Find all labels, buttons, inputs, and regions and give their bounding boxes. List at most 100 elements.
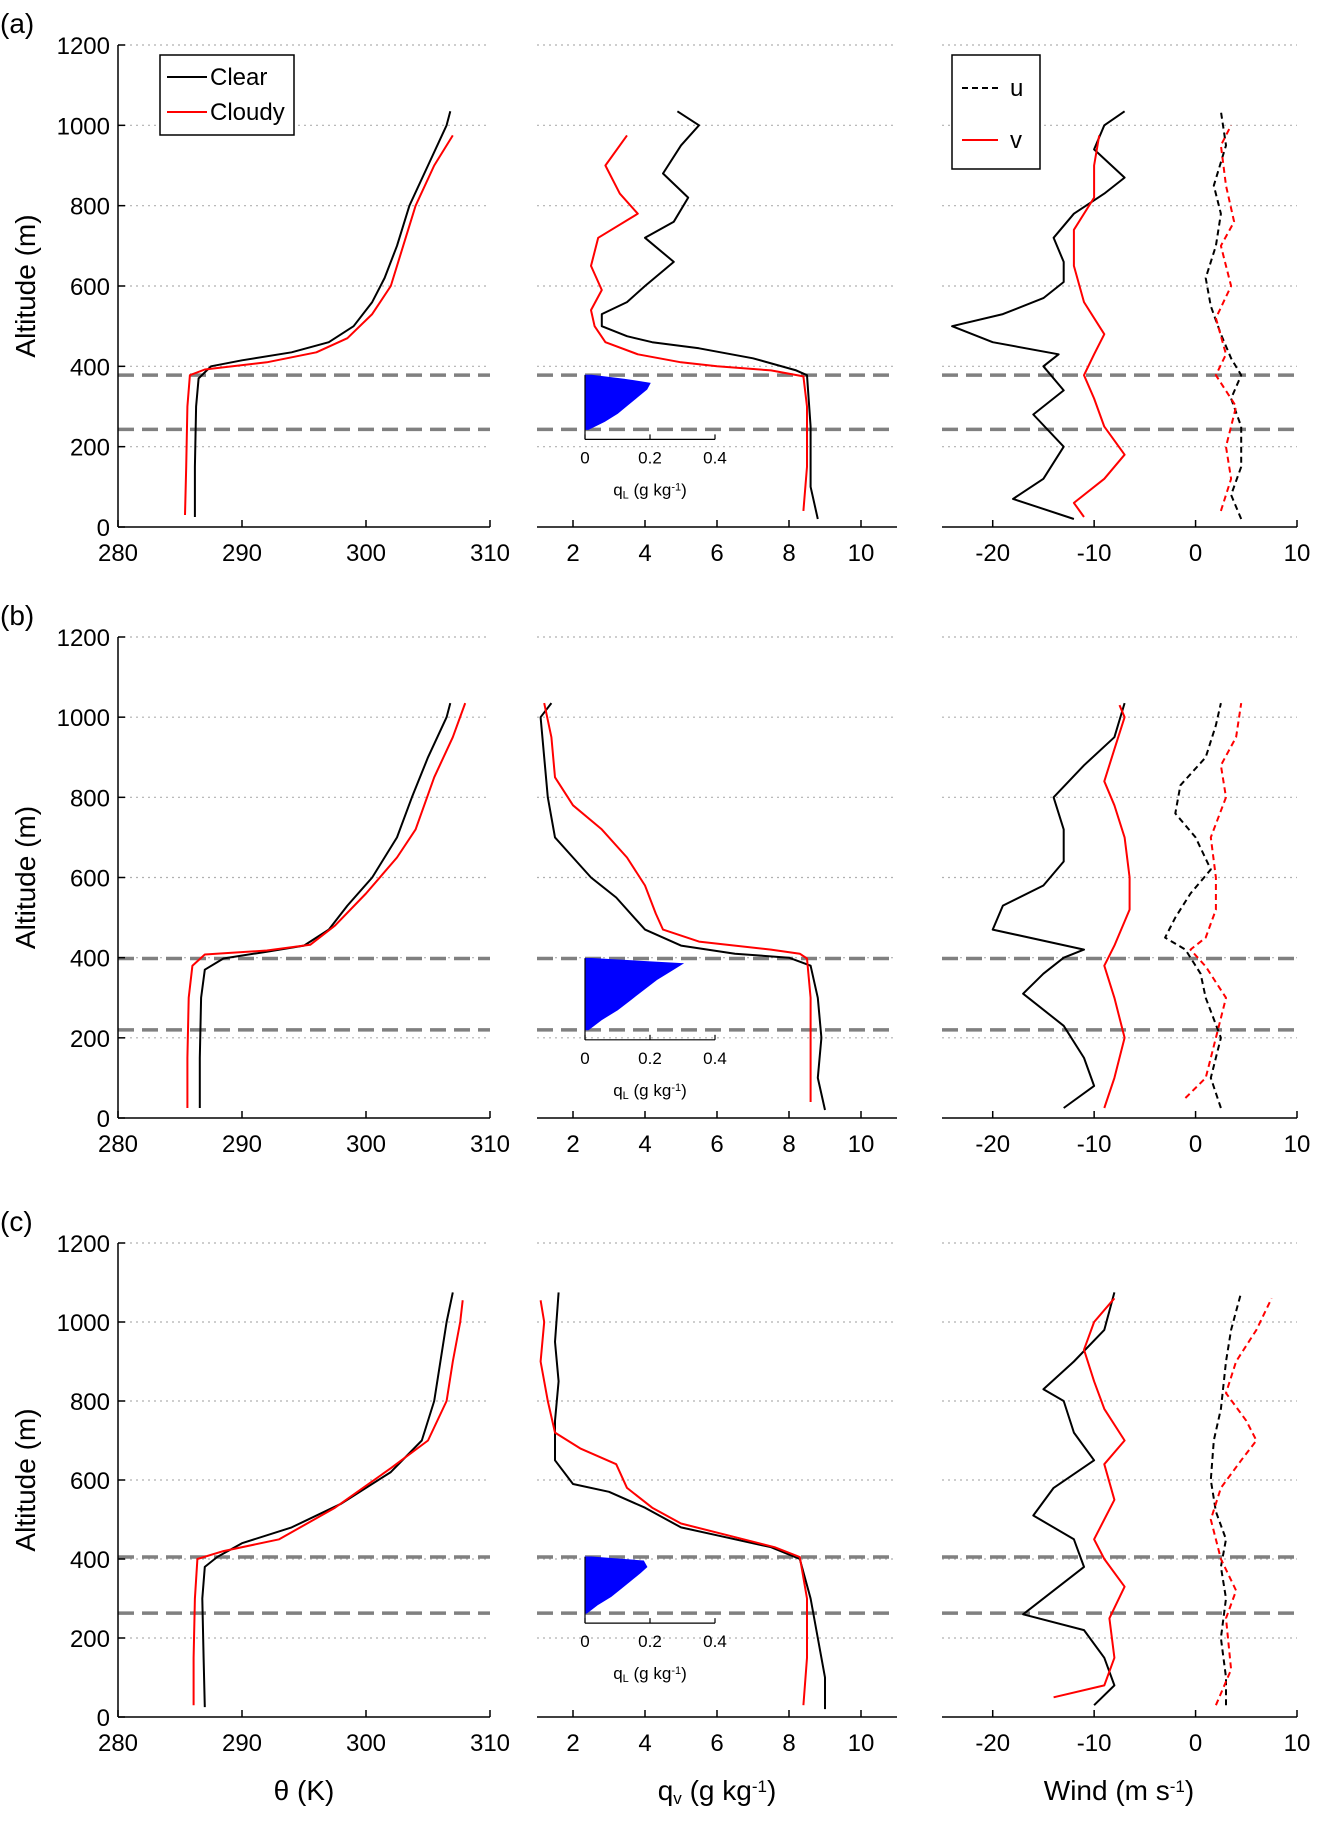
panel-label: (b) [0, 600, 34, 631]
y-tick-label: 0 [97, 515, 110, 542]
series-v-clear [951, 110, 1126, 520]
y-tick-label: 200 [70, 435, 110, 462]
ql-inset: 0 0.2 0.4 qL (g kg-1) [580, 1556, 727, 1685]
x-tick-label: 2 [566, 1131, 579, 1158]
x-tick-label: -10 [1077, 1730, 1112, 1757]
ql-inset: 0 0.2 0.4 qL (g kg-1) [580, 374, 727, 501]
legend-clear-cloudy: Clear Cloudy [159, 54, 295, 136]
y-tick-label: 200 [70, 1026, 110, 1053]
y-tick-label: 800 [70, 1389, 110, 1416]
x-tick-label: 10 [1284, 1730, 1311, 1757]
panel-label: (c) [0, 1206, 33, 1237]
legend-label-cloudy: Cloudy [210, 99, 285, 126]
x-tick-label: -10 [1077, 1131, 1112, 1158]
y-axis-label: Altitude (m) [10, 1408, 41, 1551]
x-axis-label-wind: Wind (m s-1) [1044, 1775, 1194, 1806]
wind-axes: -20 -10 0 10 [942, 44, 1310, 567]
x-axis-label-qv: qv (g kg-1) [658, 1775, 777, 1808]
x-tick-label: 6 [710, 540, 723, 567]
y-tick-label: 1000 [57, 113, 110, 140]
series-cloudy [539, 1300, 808, 1706]
ql-x-tick-label: 0 [580, 1049, 589, 1068]
theta-axes: 0 200 400 600 800 1000 1200 280 290 300 310 [57, 625, 510, 1158]
series-u-clear [1209, 1292, 1243, 1706]
x-tick-label: 300 [346, 540, 386, 567]
series-u-cloudy [1214, 124, 1238, 512]
x-tick-label: 8 [782, 1730, 795, 1757]
x-tick-label: 280 [98, 1730, 138, 1757]
series-cloudy [186, 702, 467, 1108]
x-tick-label: -10 [1077, 540, 1112, 567]
x-tick-label: 2 [566, 540, 579, 567]
y-tick-label: 1000 [57, 705, 110, 732]
ql-x-tick-label: 0.2 [638, 1049, 662, 1068]
qv-axes: 2 4 6 8 10 0 0.2 0.4 qL (g kg-1) [537, 44, 897, 567]
series-clear [193, 111, 452, 517]
legend-label-v: v [1010, 127, 1022, 154]
x-tick-label: 4 [638, 1730, 651, 1757]
ql-x-tick-label: 0 [580, 1632, 589, 1651]
ql-x-tick-label: 0 [580, 448, 589, 467]
x-tick-label: 290 [222, 1730, 262, 1757]
series-u-clear [1164, 702, 1222, 1109]
ql-x-tick-label: 0.4 [703, 1632, 727, 1651]
ql-x-tick-label: 0.4 [703, 1049, 727, 1068]
series-cloudy [543, 702, 812, 1102]
ql-x-tick-label: 0.2 [638, 448, 662, 467]
x-tick-label: 10 [848, 1730, 875, 1757]
ql-x-tick-label: 0.2 [638, 1632, 662, 1651]
y-tick-label: 600 [70, 1468, 110, 1495]
y-tick-label: 800 [70, 194, 110, 221]
x-tick-label: 310 [470, 1131, 510, 1158]
x-tick-label: 10 [848, 540, 875, 567]
wind-axes: -20 -10 0 10 [942, 1242, 1311, 1757]
ql-axis-label: qL (g kg-1) [613, 1081, 687, 1102]
ql-profile-fill [584, 374, 651, 430]
panel-label: (a) [0, 8, 34, 39]
series-cloudy [192, 1300, 464, 1706]
x-tick-label: 290 [222, 540, 262, 567]
ql-profile-fill [584, 958, 685, 1031]
y-axis-label: Altitude (m) [10, 806, 41, 949]
theta-axes: 0 200 400 600 800 1000 1200 280 290 300 310 [57, 33, 510, 567]
series-clear [198, 702, 452, 1108]
x-tick-label: -20 [975, 1730, 1010, 1757]
x-tick-label: 2 [566, 1730, 579, 1757]
series-v-clear [1022, 1292, 1116, 1706]
x-axis-label-theta: θ (K) [274, 1775, 335, 1806]
x-tick-label: 310 [470, 1730, 510, 1757]
series-clear [539, 702, 826, 1111]
x-tick-label: 10 [1284, 1131, 1311, 1158]
series-v-cloudy [1103, 704, 1131, 1109]
x-tick-label: -20 [975, 540, 1010, 567]
legend-u-v: uv [951, 54, 1041, 170]
series-clear [600, 110, 819, 520]
series-cloudy [590, 134, 808, 511]
y-tick-label: 200 [70, 1626, 110, 1653]
x-tick-label: 4 [638, 1131, 651, 1158]
y-tick-label: 400 [70, 1547, 110, 1574]
x-tick-label: 0 [1189, 1730, 1202, 1757]
x-tick-label: 4 [638, 540, 651, 567]
y-tick-label: 1200 [57, 625, 110, 652]
series-clear [554, 1292, 826, 1710]
y-tick-label: 600 [70, 274, 110, 301]
x-tick-label: 300 [346, 1131, 386, 1158]
ql-axis-label: qL (g kg-1) [613, 480, 687, 501]
legend-box [951, 54, 1041, 170]
x-tick-label: 280 [98, 540, 138, 567]
x-tick-label: 0 [1189, 1131, 1202, 1158]
series-v-clear [991, 702, 1126, 1109]
x-tick-label: 8 [782, 540, 795, 567]
ql-axis-label: qL (g kg-1) [613, 1664, 687, 1685]
series-v-cloudy [1072, 135, 1126, 518]
y-tick-label: 0 [97, 1705, 110, 1732]
legend-label-u: u [1010, 75, 1023, 102]
x-tick-label: 0 [1189, 540, 1202, 567]
x-tick-label: -20 [975, 1131, 1010, 1158]
x-tick-label: 310 [470, 540, 510, 567]
ql-profile-fill [584, 1556, 648, 1614]
y-tick-label: 1000 [57, 1310, 110, 1337]
